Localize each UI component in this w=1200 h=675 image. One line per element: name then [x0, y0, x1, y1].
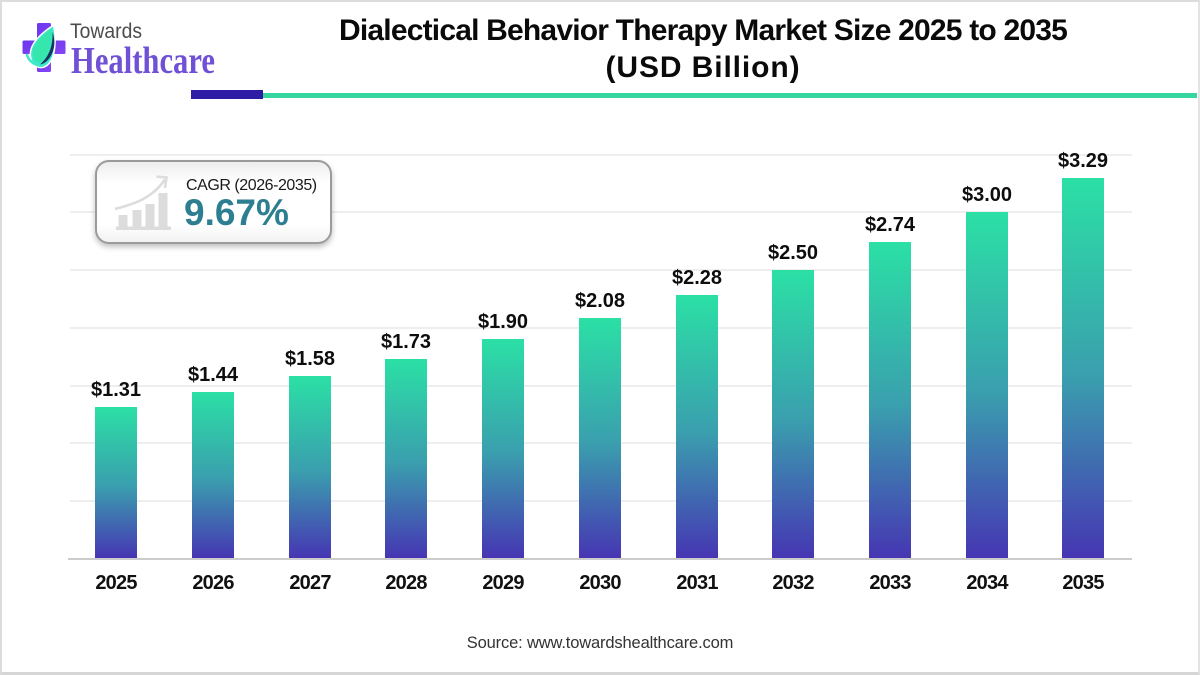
svg-text:Towards: Towards — [70, 20, 142, 42]
svg-text:Healthcare: Healthcare — [71, 44, 215, 80]
